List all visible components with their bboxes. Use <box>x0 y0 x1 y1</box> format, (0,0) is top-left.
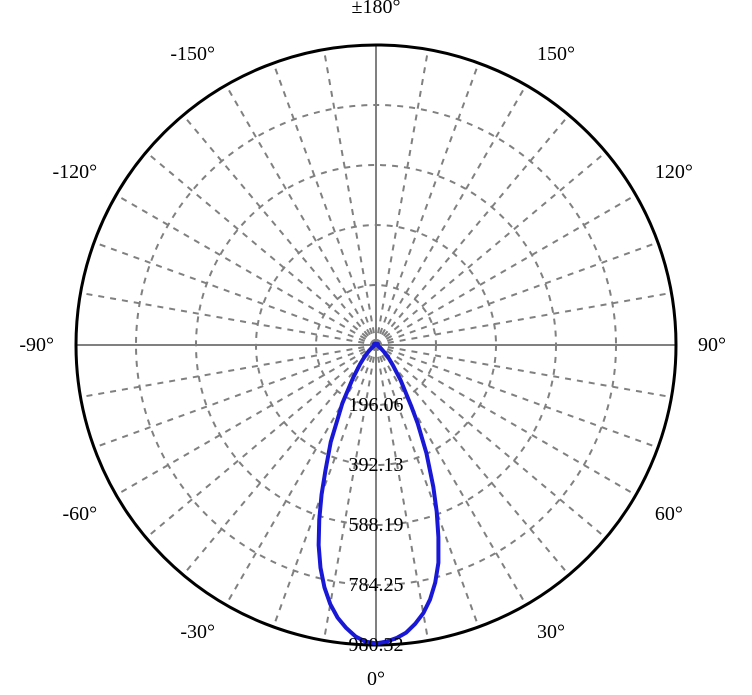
angle-label: ±180° <box>352 0 401 18</box>
spoke <box>376 345 606 538</box>
radial-label: 980.32 <box>349 634 404 656</box>
spoke <box>116 195 376 345</box>
angle-label: 120° <box>655 161 693 183</box>
radial-label: 588.19 <box>349 514 404 536</box>
radial-label: 392.13 <box>349 454 404 476</box>
angle-label: 30° <box>537 621 565 643</box>
angle-label: 0° <box>367 668 385 690</box>
angle-label: -30° <box>180 621 215 643</box>
spoke <box>146 345 376 538</box>
spoke <box>376 152 606 345</box>
radial-label: 784.25 <box>349 574 404 596</box>
spoke <box>183 345 376 575</box>
spoke <box>376 195 636 345</box>
spoke <box>273 63 376 345</box>
angle-label: -120° <box>52 161 97 183</box>
spoke <box>146 152 376 345</box>
angle-label: -90° <box>19 334 54 356</box>
angle-label: -150° <box>170 43 215 65</box>
angle-label: 60° <box>655 503 683 525</box>
radial-label: 196.06 <box>349 394 404 416</box>
spoke <box>376 115 569 345</box>
polar-chart-svg: 196.06 392.13 588.19 784.25 980.32 0° 30° 60° 90… <box>0 0 752 690</box>
spoke <box>226 85 376 345</box>
angle-label: 90° <box>698 334 726 356</box>
spoke <box>376 345 569 575</box>
angle-label: 150° <box>537 43 575 65</box>
angle-label: -60° <box>62 503 97 525</box>
spoke <box>183 115 376 345</box>
spoke <box>376 85 526 345</box>
polar-chart: 196.06 392.13 588.19 784.25 980.32 0° 30° 60° 90… <box>0 0 752 690</box>
